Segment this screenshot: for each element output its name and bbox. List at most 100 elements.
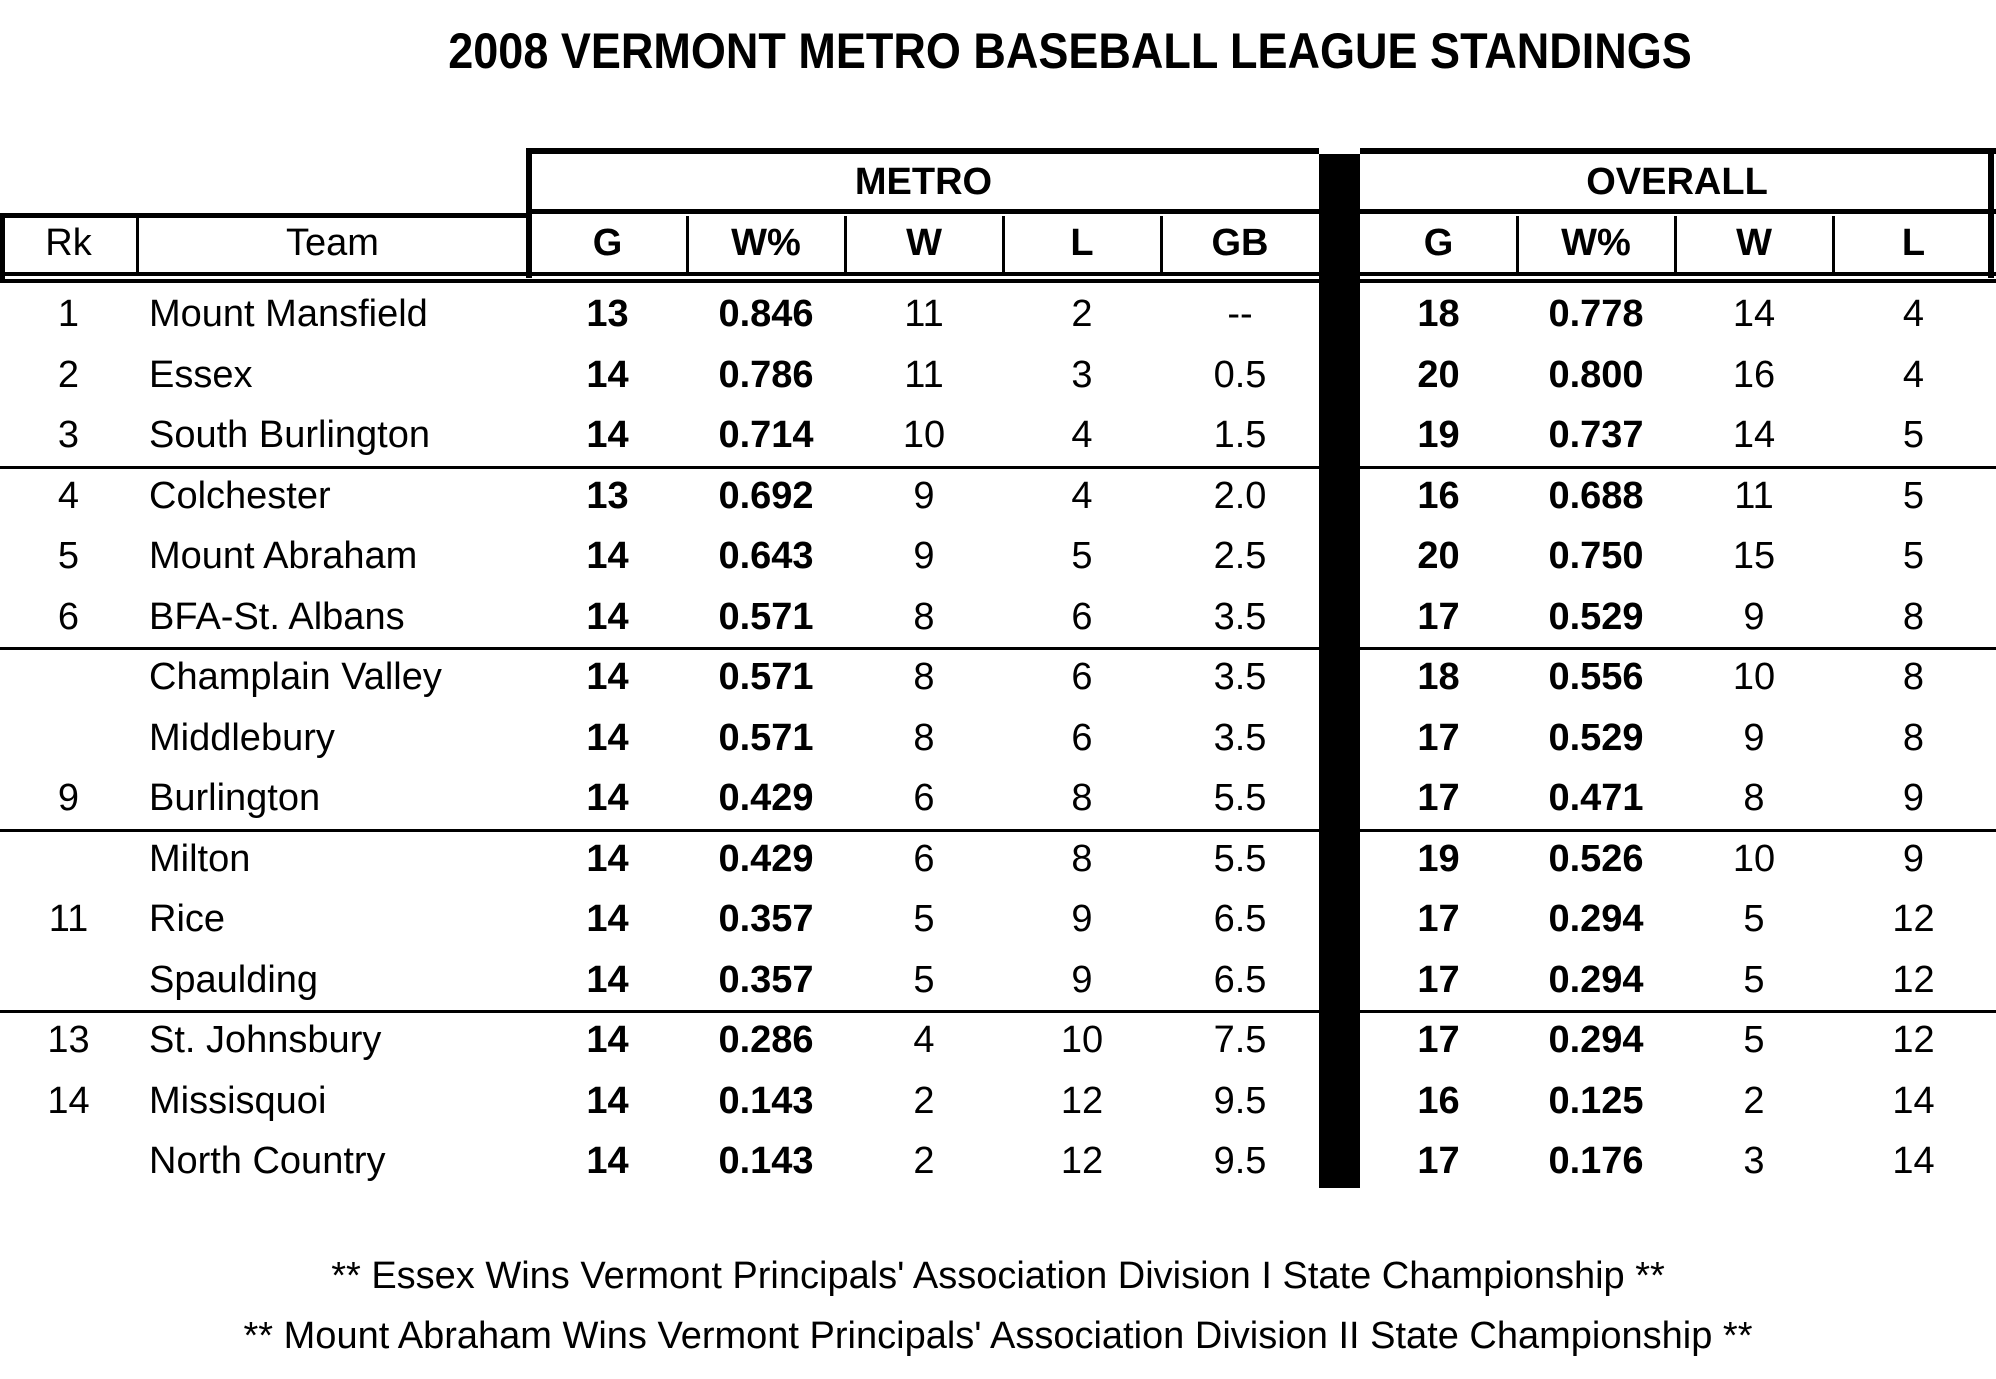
cell-metro-g: 14 (586, 837, 629, 880)
cell-rank: 6 (57, 595, 80, 638)
cell-overall-w: 9 (1743, 595, 1765, 638)
cell-overall-l: 4 (1902, 293, 1925, 335)
cell-overall-w: 15 (1732, 535, 1776, 577)
table-row: Middlebury 14 0.571 8 6 3.5 17 0.529 9 8 (0, 708, 1996, 768)
cell-metro-wpct: 0.786 (718, 353, 814, 396)
cell-overall-l: 9 (1902, 837, 1925, 880)
cell-rank: 4 (57, 474, 80, 517)
cell-metro-l: 8 (1071, 837, 1093, 880)
cell-overall-w: 14 (1732, 414, 1776, 456)
overall-box-bottom (1360, 209, 1996, 214)
cell-team: Mount Abraham (149, 535, 418, 577)
column-header-metro-wpct[interactable]: W% (731, 222, 801, 264)
cell-metro-w: 5 (913, 958, 935, 1001)
column-header-metro-w[interactable]: W (906, 222, 942, 264)
cell-metro-g: 14 (586, 1140, 629, 1182)
cell-overall-w: 2 (1743, 1079, 1765, 1122)
cell-metro-wpct: 0.571 (718, 656, 814, 698)
cell-overall-g: 17 (1417, 898, 1460, 940)
column-header-metro-g[interactable]: G (592, 222, 623, 264)
cell-metro-gb: 3.5 (1213, 656, 1267, 698)
header-column-divider (1674, 216, 1677, 274)
cell-metro-wpct: 0.846 (718, 293, 814, 335)
cell-overall-wpct: 0.556 (1548, 656, 1644, 698)
cell-metro-w: 2 (913, 1140, 935, 1182)
cell-metro-l: 9 (1071, 958, 1093, 1001)
cell-metro-l: 10 (1060, 1019, 1104, 1061)
cell-metro-g: 14 (586, 1079, 629, 1122)
cell-team: North Country (149, 1140, 386, 1182)
header-column-divider (1516, 216, 1519, 274)
cell-metro-gb: 1.5 (1213, 414, 1267, 456)
cell-overall-g: 17 (1417, 777, 1460, 819)
group-divider (1360, 465, 1996, 469)
cell-overall-w: 10 (1732, 656, 1776, 698)
cell-metro-wpct: 0.714 (718, 414, 814, 456)
cell-team: BFA-St. Albans (149, 595, 405, 638)
cell-metro-l: 12 (1060, 1079, 1104, 1122)
cell-metro-g: 14 (586, 1019, 629, 1061)
cell-overall-g: 19 (1417, 414, 1460, 456)
cell-overall-wpct: 0.750 (1548, 535, 1644, 577)
column-header-overall-g[interactable]: G (1423, 222, 1454, 264)
group-divider (0, 647, 1319, 650)
cell-metro-g: 14 (586, 414, 629, 456)
metro-box-bottom (528, 209, 1319, 214)
cell-metro-wpct: 0.357 (718, 898, 814, 940)
cell-metro-g: 14 (586, 958, 629, 1001)
cell-team: Spaulding (149, 958, 319, 1001)
cell-overall-wpct: 0.471 (1548, 777, 1644, 819)
cell-overall-l: 5 (1902, 535, 1925, 577)
header-bottom-border (1360, 272, 1996, 276)
header-left-border (0, 213, 5, 279)
column-header-overall-w[interactable]: W (1736, 222, 1772, 264)
cell-overall-wpct: 0.125 (1548, 1079, 1644, 1122)
header-column-divider (1160, 216, 1163, 274)
table-row: 5 Mount Abraham 14 0.643 9 5 2.5 20 0.750 15 5 (0, 526, 1996, 586)
cell-metro-wpct: 0.692 (718, 474, 814, 517)
column-header-overall-wpct[interactable]: W% (1561, 222, 1631, 264)
column-header-metro-l[interactable]: L (1070, 222, 1094, 264)
table-row: 11 Rice 14 0.357 5 9 6.5 17 0.294 5 12 (0, 889, 1996, 949)
cell-overall-w: 9 (1743, 716, 1765, 759)
cell-overall-wpct: 0.800 (1548, 353, 1644, 396)
cell-metro-w: 8 (913, 656, 935, 698)
cell-metro-gb: 2.0 (1213, 474, 1267, 517)
column-header-overall-l[interactable]: L (1901, 222, 1926, 264)
cell-overall-w: 3 (1743, 1140, 1765, 1182)
header-column-divider (136, 216, 139, 274)
table-row: 14 Missisquoi 14 0.143 2 12 9.5 16 0.125 2 14 (0, 1071, 1996, 1131)
cell-metro-g: 14 (586, 777, 629, 819)
cell-overall-wpct: 0.737 (1548, 414, 1644, 456)
cell-rank: 1 (57, 293, 80, 335)
table-row: Milton 14 0.429 6 8 5.5 19 0.526 10 9 (0, 829, 1996, 889)
cell-team: St. Johnsbury (149, 1019, 382, 1061)
cell-overall-l: 5 (1902, 414, 1925, 456)
column-header-metro-gb[interactable]: GB (1211, 222, 1269, 264)
header-column-divider (844, 216, 847, 274)
cell-overall-g: 17 (1417, 716, 1460, 759)
cell-metro-gb: 0.5 (1213, 353, 1267, 396)
cell-metro-l: 4 (1071, 474, 1093, 517)
column-header-rank[interactable]: Rk (45, 222, 92, 264)
column-header-team[interactable]: Team (286, 222, 379, 264)
cell-overall-l: 14 (1892, 1140, 1935, 1182)
cell-rank: 3 (57, 414, 80, 456)
cell-metro-gb: 9.5 (1213, 1140, 1267, 1182)
cell-team: Missisquoi (149, 1079, 327, 1122)
cell-metro-wpct: 0.429 (718, 837, 814, 880)
table-row: North Country 14 0.143 2 12 9.5 17 0.176 3 14 (0, 1131, 1996, 1191)
cell-rank (0, 1131, 137, 1191)
group-divider (0, 1010, 1319, 1013)
table-row: 4 Colchester 13 0.692 9 4 2.0 16 0.688 11 5 (0, 466, 1996, 526)
cell-overall-w: 10 (1732, 837, 1776, 880)
page-title: 2008 VERMONT METRO BASEBALL LEAGUE STAND… (448, 23, 1692, 79)
table-row: 1 Mount Mansfield 13 0.846 11 2 -- 18 0.778 14 4 (0, 284, 1996, 344)
cell-rank: 14 (47, 1079, 90, 1122)
cell-metro-wpct: 0.286 (718, 1019, 814, 1061)
cell-overall-l: 4 (1902, 353, 1925, 396)
cell-metro-w: 8 (913, 595, 935, 638)
cell-overall-l: 12 (1892, 1019, 1935, 1061)
cell-overall-l: 14 (1892, 1079, 1935, 1122)
table-row: 13 St. Johnsbury 14 0.286 4 10 7.5 17 0.294 5 12 (0, 1010, 1996, 1070)
